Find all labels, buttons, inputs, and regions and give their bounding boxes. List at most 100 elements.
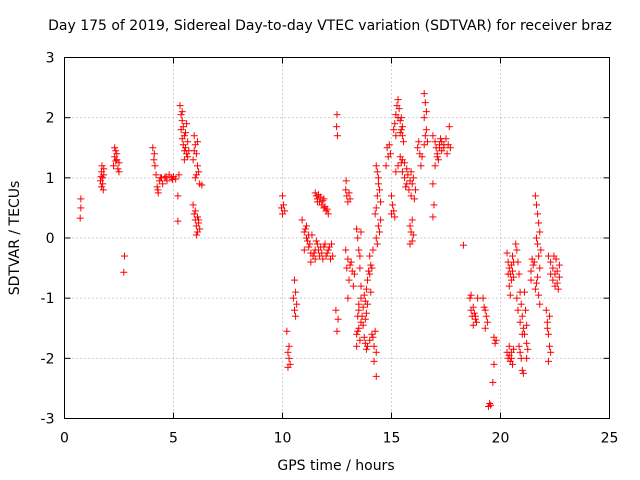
data-point bbox=[158, 174, 166, 182]
data-point bbox=[529, 261, 537, 269]
data-point bbox=[285, 354, 293, 362]
data-point bbox=[362, 345, 370, 353]
data-point bbox=[376, 186, 384, 194]
data-point bbox=[373, 192, 381, 200]
data-point bbox=[482, 312, 490, 320]
data-point bbox=[120, 268, 128, 276]
x-tick-label: 15 bbox=[383, 431, 401, 447]
data-point bbox=[543, 324, 551, 332]
data-point bbox=[312, 237, 320, 245]
data-point bbox=[532, 279, 540, 287]
data-point bbox=[192, 231, 200, 239]
data-point bbox=[353, 342, 361, 350]
data-point bbox=[415, 138, 423, 146]
data-point bbox=[305, 231, 313, 239]
x-tick-labels: 0 5 10 15 20 25 bbox=[60, 431, 618, 447]
data-point bbox=[429, 180, 437, 188]
data-point bbox=[280, 201, 288, 209]
data-point bbox=[189, 156, 197, 164]
data-point bbox=[358, 312, 366, 320]
data-point bbox=[373, 168, 381, 176]
data-point bbox=[355, 300, 363, 308]
data-point bbox=[508, 360, 516, 368]
y-tick-label: 2 bbox=[46, 111, 55, 127]
data-point bbox=[404, 171, 412, 179]
data-point bbox=[386, 150, 394, 158]
data-point bbox=[357, 294, 365, 302]
data-point bbox=[553, 267, 561, 275]
data-point bbox=[423, 138, 431, 146]
data-point bbox=[176, 102, 184, 110]
data-point bbox=[371, 210, 379, 218]
data-point bbox=[120, 252, 128, 260]
data-point bbox=[394, 162, 402, 170]
data-point bbox=[115, 159, 123, 167]
data-point bbox=[407, 168, 415, 176]
data-point bbox=[151, 162, 159, 170]
data-point bbox=[198, 181, 206, 189]
data-point bbox=[382, 162, 390, 170]
data-point bbox=[366, 270, 374, 278]
data-point bbox=[510, 345, 518, 353]
data-point bbox=[180, 147, 188, 155]
data-point bbox=[527, 267, 535, 275]
data-point bbox=[285, 342, 293, 350]
data-point bbox=[513, 246, 521, 254]
data-point bbox=[279, 192, 286, 200]
data-point bbox=[301, 225, 309, 233]
data-point bbox=[513, 294, 521, 302]
data-point bbox=[322, 252, 330, 260]
data-point bbox=[115, 168, 123, 176]
data-point bbox=[491, 339, 499, 347]
data-point bbox=[512, 240, 520, 248]
x-tick-label: 20 bbox=[492, 431, 510, 447]
data-point bbox=[193, 138, 201, 146]
data-point bbox=[321, 240, 329, 248]
data-point bbox=[398, 168, 406, 176]
data-point bbox=[528, 255, 536, 263]
data-point bbox=[520, 288, 528, 296]
data-point bbox=[365, 267, 373, 275]
y-tick-label: 3 bbox=[46, 51, 55, 67]
data-point bbox=[195, 216, 203, 224]
data-point bbox=[470, 309, 478, 317]
data-point bbox=[163, 177, 171, 185]
data-point bbox=[279, 210, 286, 218]
data-point bbox=[417, 162, 425, 170]
data-point bbox=[517, 300, 525, 308]
data-point bbox=[153, 183, 161, 191]
data-point bbox=[346, 195, 354, 203]
data-point bbox=[392, 132, 400, 140]
data-point bbox=[535, 291, 543, 299]
data-point bbox=[112, 157, 120, 165]
data-point bbox=[544, 357, 552, 365]
data-point bbox=[523, 354, 531, 362]
data-point bbox=[469, 303, 477, 311]
data-point bbox=[349, 282, 357, 290]
data-point bbox=[190, 132, 198, 140]
data-point bbox=[408, 180, 416, 188]
data-point bbox=[508, 252, 516, 260]
data-point bbox=[518, 312, 526, 320]
data-point bbox=[356, 264, 364, 272]
data-point bbox=[353, 225, 361, 233]
data-point bbox=[374, 222, 382, 230]
data-point bbox=[507, 354, 515, 362]
x-axis-label: GPS time / hours bbox=[277, 458, 394, 474]
data-point bbox=[547, 270, 555, 278]
y-tick-label: -1 bbox=[41, 291, 55, 307]
data-point bbox=[300, 228, 308, 236]
data-point bbox=[508, 267, 516, 275]
data-point bbox=[334, 315, 342, 323]
data-point bbox=[359, 303, 367, 311]
data-point bbox=[150, 150, 158, 158]
data-point bbox=[112, 147, 120, 155]
data-point bbox=[368, 330, 376, 338]
data-point bbox=[292, 312, 300, 320]
data-point bbox=[77, 204, 85, 212]
y-tick-label: -2 bbox=[41, 351, 55, 367]
y-tick-label: -3 bbox=[41, 412, 55, 428]
data-point bbox=[555, 273, 563, 281]
data-point bbox=[355, 306, 363, 314]
data-point bbox=[362, 285, 370, 293]
